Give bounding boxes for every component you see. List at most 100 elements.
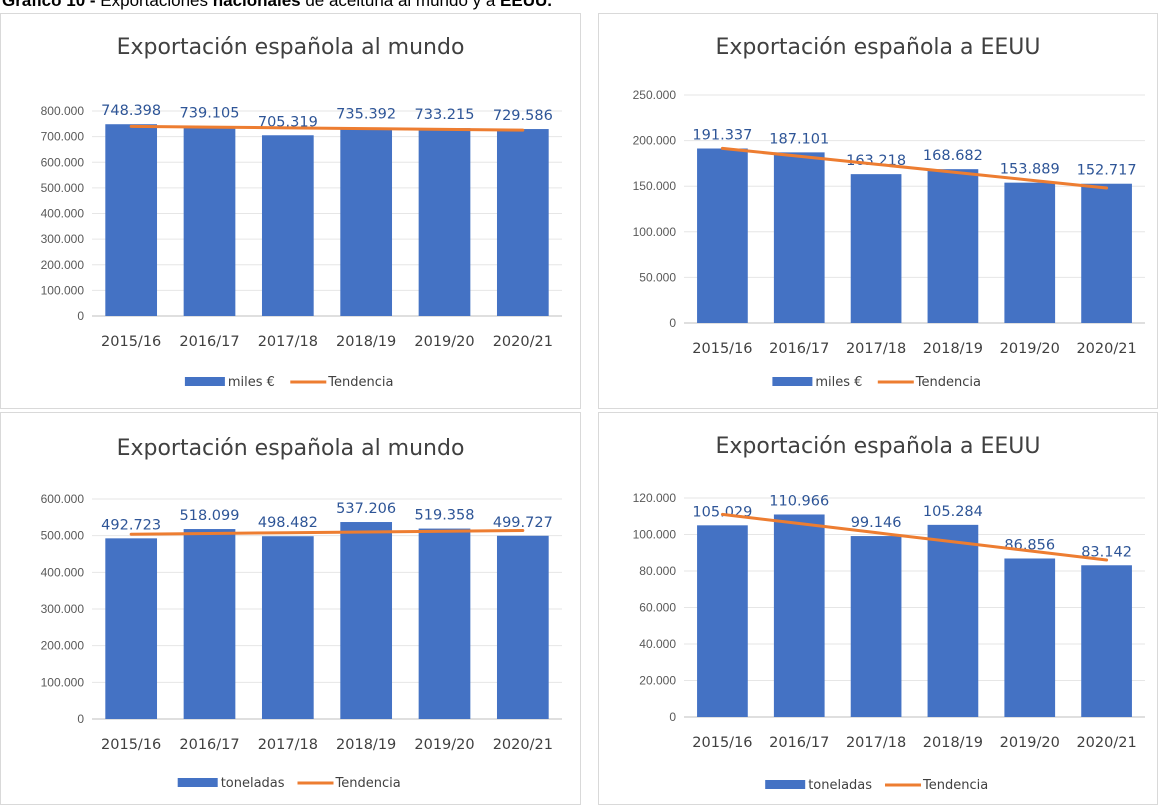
data-label: 733.215	[415, 107, 475, 123]
bar	[496, 535, 549, 719]
x-tick-label: 2020/21	[1076, 735, 1136, 751]
x-tick-label: 2019/20	[1000, 341, 1060, 357]
chart-title: Exportación española al mundo	[117, 35, 465, 60]
legend-swatch-bars	[765, 780, 806, 789]
data-label: 110.966	[769, 493, 829, 509]
data-label: 105.284	[923, 504, 983, 520]
legend-label: toneladas	[221, 776, 285, 791]
data-label: 519.358	[415, 508, 475, 524]
y-tick-label: 50.000	[639, 270, 676, 284]
heading-text-before: Exportaciones	[95, 0, 213, 10]
x-tick-label: 2020/21	[1076, 341, 1136, 357]
y-tick-label: 500.000	[41, 529, 85, 543]
y-tick-label: 20.000	[639, 674, 676, 688]
y-tick-label: 0	[669, 710, 676, 724]
y-tick-label: 100.000	[633, 225, 677, 239]
legend-label: Tendencia	[327, 375, 393, 390]
bar	[496, 129, 549, 316]
bar	[105, 124, 158, 316]
y-tick-label: 200.000	[41, 639, 85, 653]
bar	[418, 528, 471, 719]
data-label: 498.482	[258, 515, 318, 531]
bar	[850, 174, 902, 323]
x-tick-label: 2020/21	[493, 334, 553, 350]
y-tick-label: 60.000	[639, 601, 676, 615]
x-tick-label: 2016/17	[769, 341, 829, 357]
legend-label: miles €	[815, 375, 862, 390]
data-label: 83.142	[1081, 544, 1132, 560]
legend-label: Tendencia	[915, 375, 981, 390]
data-label: 499.727	[493, 515, 553, 531]
chart-title: Exportación española al mundo	[117, 436, 465, 461]
chart-panel-world-value: Exportación española al mundo 0 100.000 200…	[0, 13, 581, 409]
y-tick-label: 400.000	[41, 207, 85, 221]
bar	[1004, 558, 1056, 717]
legend-swatch-bars	[184, 377, 225, 386]
x-tick-label: 2018/19	[336, 334, 396, 350]
y-tick-label: 100.000	[633, 528, 677, 542]
bar	[340, 127, 393, 316]
x-tick-label: 2020/21	[493, 737, 553, 753]
y-tick-label: 250.000	[633, 88, 677, 102]
y-tick-label: 600.000	[41, 155, 85, 169]
x-tick-label: 2015/16	[101, 334, 161, 350]
y-tick-label: 150.000	[633, 179, 677, 193]
chart-title: Exportación española a EEUU	[715, 35, 1040, 60]
chart-usa-value: Exportación española a EEUU 0 50.000 100.00…	[633, 35, 1145, 390]
trend-line	[129, 529, 525, 536]
x-tick-label: 2018/19	[923, 735, 983, 751]
data-label: 99.146	[851, 515, 902, 531]
x-tick-label: 2017/18	[258, 334, 318, 350]
y-tick-label: 600.000	[41, 492, 85, 506]
bar	[183, 126, 236, 317]
legend-label: miles €	[228, 375, 275, 390]
data-label: 518.099	[180, 508, 240, 524]
bar	[340, 522, 393, 719]
y-tick-label: 0	[77, 712, 84, 726]
bar	[261, 536, 314, 719]
data-label: 739.105	[180, 106, 240, 122]
bar	[697, 525, 748, 717]
chart-world-volume: Exportación española al mundo 0 100.000 200…	[41, 436, 562, 791]
bar	[1004, 182, 1056, 323]
y-tick-label: 500.000	[41, 181, 85, 195]
data-label: 191.337	[692, 128, 752, 144]
x-tick-label: 2017/18	[258, 737, 318, 753]
data-label: 492.723	[101, 517, 161, 533]
y-tick-label: 100.000	[41, 675, 85, 689]
data-label: 729.586	[493, 108, 553, 124]
bar	[850, 536, 902, 717]
heading-bold-end: EEUU.	[500, 0, 552, 10]
x-tick-label: 2015/16	[692, 735, 752, 751]
y-tick-label: 300.000	[41, 602, 85, 616]
y-tick-label: 40.000	[639, 637, 676, 651]
bar	[261, 135, 314, 316]
trend-line	[129, 124, 525, 132]
y-tick-label: 0	[77, 309, 84, 323]
chart-panel-usa-volume: Exportación española a EEUU 0 20.000 40.000…	[598, 412, 1158, 805]
data-label: 168.682	[923, 148, 983, 164]
bar	[927, 524, 979, 717]
heading-text-after: de aceituna al mundo y a	[300, 0, 501, 10]
bar	[1081, 183, 1132, 323]
legend-swatch-bars	[772, 377, 813, 386]
heading-bold-word: nacionales	[212, 0, 301, 10]
data-label: 748.398	[101, 103, 161, 119]
legend-label: Tendencia	[922, 778, 988, 793]
legend-label: toneladas	[808, 778, 872, 793]
chart-world-value: Exportación española al mundo 0 100.000 200…	[41, 35, 562, 390]
data-label: 537.206	[336, 501, 396, 517]
data-label: 153.889	[1000, 162, 1060, 178]
chart-title: Exportación española a EEUU	[715, 434, 1040, 459]
bar	[697, 148, 748, 323]
heading-prefix: Gráfico 10 -	[2, 0, 96, 10]
chart-panel-world-volume: Exportación española al mundo 0 100.000 200…	[0, 412, 581, 805]
bar	[105, 538, 158, 719]
x-tick-label: 2018/19	[336, 737, 396, 753]
y-tick-label: 200.000	[633, 134, 677, 148]
y-tick-label: 100.000	[41, 283, 85, 297]
bar	[927, 169, 979, 323]
x-tick-label: 2019/20	[414, 334, 474, 350]
x-tick-label: 2015/16	[101, 737, 161, 753]
y-tick-label: 80.000	[639, 564, 676, 578]
